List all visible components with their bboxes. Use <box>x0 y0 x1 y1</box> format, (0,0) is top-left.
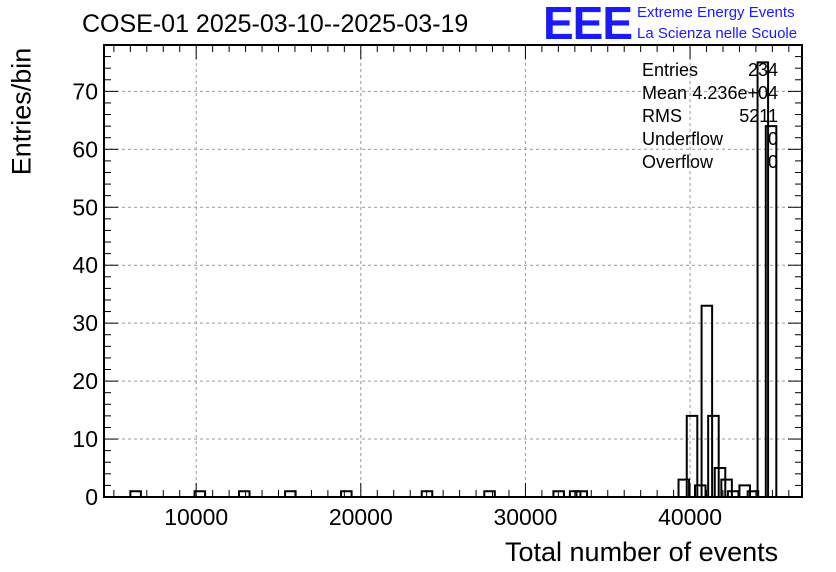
histogram-bar <box>764 125 778 497</box>
y-tick-label: 20 <box>72 368 98 394</box>
histogram-bar <box>677 478 691 497</box>
x-tick-label: 40000 <box>658 504 722 530</box>
y-tick-label: 10 <box>72 426 98 452</box>
x-tick-label: 10000 <box>164 504 228 530</box>
stat-value-overflow: 0 <box>767 152 778 172</box>
axes-layer: 10000 20000 30000 40000 0 10 20 30 40 50 60 70 <box>72 44 803 530</box>
histogram-bar <box>720 478 733 497</box>
y-tick-label: 0 <box>85 484 98 510</box>
stat-label-underflow: Underflow <box>642 129 724 149</box>
stat-label-rms: RMS <box>642 106 682 126</box>
y-tick-label: 30 <box>72 310 98 336</box>
stat-value-underflow: 0 <box>767 129 778 149</box>
y-tick-label: 60 <box>72 136 98 162</box>
y-tick-label: 50 <box>72 194 98 220</box>
histogram-bar <box>756 61 770 497</box>
histogram-bar <box>193 490 207 497</box>
logo-line-2: La Scienza nelle Scuole <box>637 25 798 42</box>
eee-logo: EEE <box>543 0 633 49</box>
stat-label-mean: Mean <box>642 83 688 103</box>
histogram-bar <box>483 490 496 497</box>
x-axis-label: Total number of events <box>505 537 779 567</box>
histogram-bar <box>713 467 727 497</box>
histogram-bar <box>284 490 297 497</box>
stat-label-entries: Entries <box>642 60 699 80</box>
histogram-bar <box>237 490 251 497</box>
chart-title: COSE-01 2025-03-10--2025-03-19 <box>82 10 469 38</box>
x-tick-label: 30000 <box>493 504 557 530</box>
histogram-bar <box>575 490 589 497</box>
histogram-bar <box>707 414 720 497</box>
stat-value-rms: 5211 <box>739 106 778 126</box>
stat-value-entries: 234 <box>747 60 778 80</box>
grid-layer <box>104 45 802 497</box>
histogram-bar <box>685 414 699 497</box>
histogram-bars <box>129 61 778 497</box>
x-tick-label: 20000 <box>329 504 393 530</box>
y-tick-label: 70 <box>72 78 98 104</box>
histogram-bar <box>700 304 714 497</box>
logo-line-1: Extreme Energy Events <box>637 4 795 21</box>
y-tick-label: 40 <box>72 252 98 278</box>
histogram-bar <box>340 490 353 497</box>
y-axis-label: Entries/bin <box>6 47 37 176</box>
stat-label-overflow: Overflow <box>642 152 714 172</box>
plot-frame <box>103 44 803 498</box>
stat-value-mean: 4.236e+04 <box>692 83 778 103</box>
histogram-bar <box>693 484 707 497</box>
